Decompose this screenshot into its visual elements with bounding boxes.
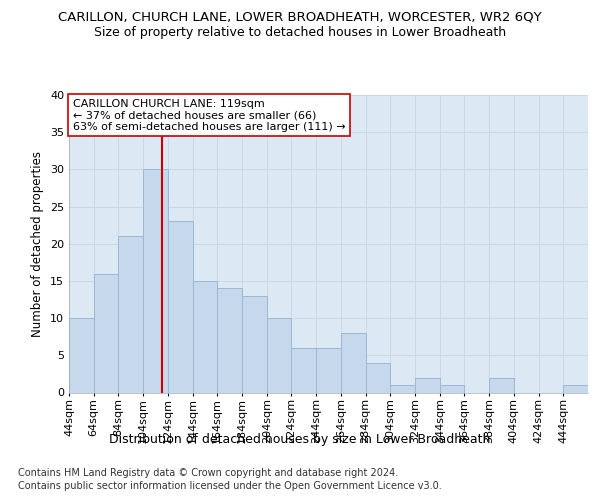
Text: CARILLON CHURCH LANE: 119sqm
← 37% of detached houses are smaller (66)
63% of se: CARILLON CHURCH LANE: 119sqm ← 37% of de… bbox=[73, 98, 346, 132]
Text: Contains HM Land Registry data © Crown copyright and database right 2024.: Contains HM Land Registry data © Crown c… bbox=[18, 468, 398, 477]
Bar bbox=[193, 281, 217, 392]
Bar bbox=[440, 385, 464, 392]
Bar bbox=[94, 274, 118, 392]
Bar bbox=[267, 318, 292, 392]
Text: Distribution of detached houses by size in Lower Broadheath: Distribution of detached houses by size … bbox=[109, 432, 491, 446]
Text: CARILLON, CHURCH LANE, LOWER BROADHEATH, WORCESTER, WR2 6QY: CARILLON, CHURCH LANE, LOWER BROADHEATH,… bbox=[58, 11, 542, 24]
Text: Size of property relative to detached houses in Lower Broadheath: Size of property relative to detached ho… bbox=[94, 26, 506, 39]
Bar bbox=[118, 236, 143, 392]
Y-axis label: Number of detached properties: Number of detached properties bbox=[31, 151, 44, 337]
Bar bbox=[143, 170, 168, 392]
Bar bbox=[415, 378, 440, 392]
Bar bbox=[316, 348, 341, 393]
Text: Contains public sector information licensed under the Open Government Licence v3: Contains public sector information licen… bbox=[18, 481, 442, 491]
Bar bbox=[390, 385, 415, 392]
Bar bbox=[489, 378, 514, 392]
Bar bbox=[292, 348, 316, 393]
Bar bbox=[341, 333, 365, 392]
Bar bbox=[563, 385, 588, 392]
Bar bbox=[242, 296, 267, 392]
Bar bbox=[168, 222, 193, 392]
Bar bbox=[217, 288, 242, 393]
Bar bbox=[365, 363, 390, 392]
Bar bbox=[69, 318, 94, 392]
